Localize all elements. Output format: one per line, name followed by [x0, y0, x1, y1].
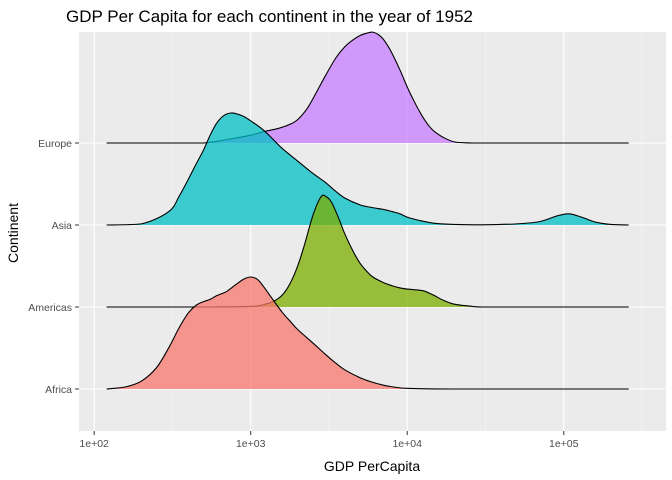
chart-title: GDP Per Capita for each continent in the… — [66, 7, 473, 26]
ridge-asia — [106, 112, 629, 226]
ridge-outline — [106, 194, 629, 308]
ridge-outline — [106, 31, 629, 144]
ridge-outline — [106, 112, 629, 226]
ridge-outline — [106, 276, 629, 390]
x-axis-title: GDP PerCapita — [324, 458, 420, 474]
y-tick-label: Asia — [52, 220, 73, 232]
ridge-americas — [106, 194, 629, 308]
ridge-africa — [106, 276, 629, 390]
ridge-fill — [106, 195, 629, 307]
x-tick-label: 1e+03 — [236, 438, 266, 450]
y-axis-title: Continent — [5, 203, 21, 263]
x-tick-label: 1e+02 — [79, 438, 109, 450]
y-tick-label: Americas — [28, 302, 72, 314]
y-tick-label: Africa — [45, 384, 72, 396]
ridge-fill — [106, 32, 629, 144]
ridge-fill — [106, 277, 629, 389]
x-tick-label: 1e+05 — [549, 438, 579, 450]
axes: 1e+02 1e+03 1e+04 1e+05 Africa Americas Asia Eu… — [28, 138, 578, 450]
x-tick-label: 1e+04 — [392, 438, 422, 450]
y-tick-label: Europe — [38, 138, 72, 150]
ridge-fill — [106, 112, 629, 225]
density-ridges — [106, 31, 629, 390]
ridge-europe — [106, 31, 629, 144]
